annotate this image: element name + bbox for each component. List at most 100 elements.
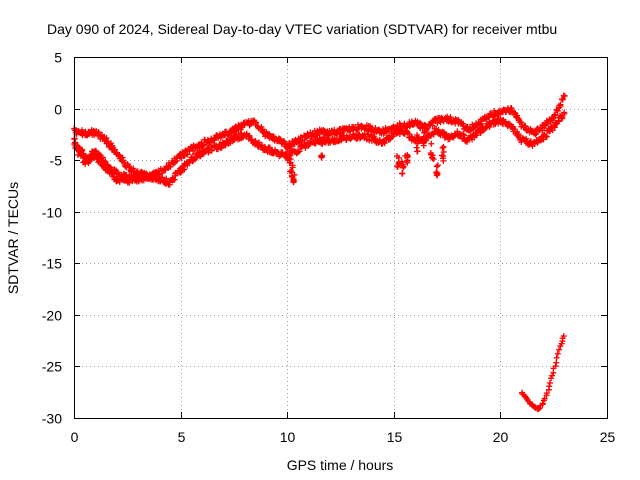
data-point-track-lower: [460, 132, 467, 139]
data-point-dips: [439, 144, 446, 151]
data-point-outlier-arc: [541, 395, 548, 402]
data-point-track-upper: [253, 119, 260, 126]
y-tick-label: 5: [54, 50, 62, 66]
data-point-track-upper: [504, 105, 511, 112]
data-point-outlier-arc: [546, 383, 553, 390]
data-point-track-lower: [561, 110, 568, 117]
data-point-dips: [284, 157, 291, 164]
x-tick-label: 10: [280, 429, 296, 445]
data-point-track-lower: [191, 150, 198, 157]
data-point-track-middle: [96, 151, 103, 158]
data-point-dips: [290, 176, 297, 183]
y-tick-label: -15: [42, 256, 62, 272]
data-point-dips: [287, 156, 294, 163]
data-point-track-upper: [297, 134, 304, 141]
data-point-dips: [440, 148, 447, 155]
data-point-track-lower: [556, 118, 563, 125]
data-point-outlier-arc: [553, 354, 560, 361]
data-point-dips: [420, 142, 427, 149]
data-point-track-upper: [104, 138, 111, 145]
data-point-track-lower: [296, 148, 303, 155]
data-point-dips: [428, 140, 435, 147]
plot-frame: [74, 57, 608, 419]
data-point-outlier-arc: [552, 363, 559, 370]
data-point-dips: [440, 157, 447, 164]
data-point-dips: [434, 170, 441, 177]
chart-title: Day 090 of 2024, Sidereal Day-to-day VTE…: [47, 21, 557, 37]
data-point-track-lower: [548, 123, 555, 130]
data-point-track-lower: [214, 146, 221, 153]
data-point-dips: [399, 170, 406, 177]
data-point-dips: [398, 158, 405, 165]
data-point-track-upper: [416, 119, 423, 126]
data-point-track-upper: [260, 129, 267, 136]
data-point-dips: [414, 135, 421, 142]
data-point-track-upper: [447, 114, 454, 121]
data-point-dips: [413, 134, 420, 141]
data-point-track-lower: [381, 140, 388, 147]
data-point-dips: [404, 159, 411, 166]
data-point-track-lower: [531, 140, 538, 147]
data-point-track-lower: [320, 134, 327, 141]
data-point-dips: [420, 133, 427, 140]
data-point-outlier-arc: [554, 350, 561, 357]
data-point-track-lower: [218, 144, 225, 151]
data-point-track-lower: [256, 139, 263, 146]
data-point-track-upper: [277, 136, 284, 143]
data-point-track-upper: [200, 142, 207, 149]
data-point-dips: [421, 128, 428, 135]
data-point-track-lower: [464, 138, 471, 145]
data-point-dips: [440, 143, 447, 150]
data-point-track-lower: [159, 174, 166, 181]
data-point-dips: [289, 164, 296, 171]
data-point-dips: [430, 156, 437, 163]
data-point-track-upper: [417, 120, 424, 127]
x-tick-label: 0: [71, 429, 79, 445]
data-point-dips: [434, 162, 441, 169]
x-tick-label: 25: [600, 429, 616, 445]
data-point-track-lower: [440, 129, 447, 136]
data-point-outlier-arc: [543, 390, 550, 397]
data-point-track-upper: [532, 131, 539, 138]
data-point-track-upper: [550, 115, 557, 122]
data-point-track-lower: [477, 129, 484, 136]
y-tick-label: -30: [42, 411, 62, 427]
data-point-track-middle: [135, 174, 142, 181]
data-point-track-upper: [522, 123, 529, 130]
data-point-dips: [400, 164, 407, 171]
y-tick-label: -10: [42, 205, 62, 221]
data-point-outlier-arc: [560, 333, 567, 340]
data-point-dips: [393, 153, 400, 160]
data-point-track-upper: [126, 163, 133, 170]
data-point-track-lower: [543, 133, 550, 140]
data-point-track-upper: [184, 151, 191, 158]
y-tick-label: -25: [42, 359, 62, 375]
data-point-track-upper: [559, 96, 566, 103]
x-tick-label: 20: [493, 429, 509, 445]
data-point-track-lower: [171, 176, 178, 183]
data-points: [71, 92, 568, 413]
y-axis-label: SDTVAR / TECUs: [5, 182, 21, 294]
y-tick-label: -5: [50, 153, 63, 169]
data-point-outlier-arc: [546, 379, 553, 386]
data-point-dips: [429, 152, 436, 159]
y-tick-label: 0: [54, 102, 62, 118]
data-point-track-upper: [460, 120, 467, 127]
y-tick-label: -20: [42, 308, 62, 324]
data-point-track-upper: [167, 163, 174, 170]
data-point-dips: [318, 153, 325, 160]
data-point-outlier-arc: [549, 372, 556, 379]
x-tick-label: 15: [387, 429, 403, 445]
data-point-track-upper: [121, 159, 128, 166]
data-point-dips: [284, 146, 291, 153]
data-point-dips: [319, 140, 326, 147]
data-point-track-lower: [154, 173, 161, 180]
data-point-track-lower: [523, 135, 530, 142]
data-point-track-upper: [557, 102, 564, 109]
data-point-track-lower: [543, 133, 550, 140]
data-point-dips: [438, 152, 445, 159]
tick-labels: 0 5 10 15 20 25 5 0 -5 -10 -15 -20 -25 -30: [42, 50, 616, 446]
data-point-outlier-arc: [539, 400, 546, 407]
